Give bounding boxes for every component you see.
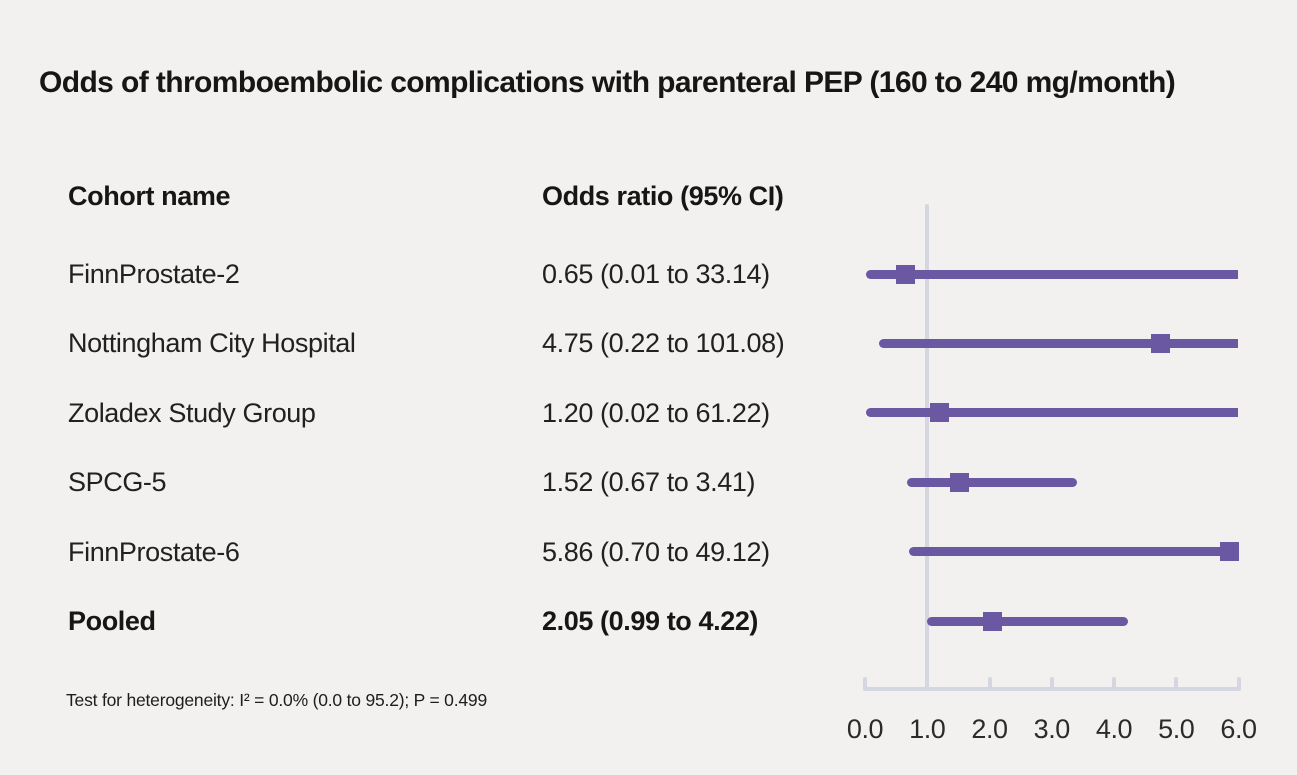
x-axis-tick-label: 2.0 xyxy=(971,714,1008,744)
confidence-interval-line xyxy=(926,616,1128,626)
odds-ratio-marker xyxy=(930,403,950,423)
odds-ratio-value: 1.52 (0.67 to 3.41) xyxy=(542,467,756,498)
odds-ratio-value: 0.65 (0.01 to 33.14) xyxy=(542,259,770,289)
x-axis-tick-label: 3.0 xyxy=(1033,714,1071,744)
odds-ratio-value: 1.20 (0.02 to 61.22) xyxy=(542,397,770,428)
column-header-cohort-name: Cohort name xyxy=(68,181,231,211)
odds-ratio-value: 5.86 (0.70 to 49.12) xyxy=(542,536,770,567)
odds-ratio-value: 2.05 (0.99 to 4.22) xyxy=(542,606,759,636)
column-header-odds-ratio: Odds ratio (95% CI) xyxy=(542,181,784,211)
x-axis-tick xyxy=(1174,677,1179,691)
x-axis-tick xyxy=(1112,677,1116,691)
figure-title: Odds of thromboembolic complications wit… xyxy=(39,66,1176,99)
odds-ratio-marker xyxy=(983,611,1003,631)
confidence-interval-line xyxy=(906,477,1078,487)
x-axis-tick-label: 4.0 xyxy=(1095,714,1133,744)
cohort-name-label: Pooled xyxy=(68,606,156,636)
odds-ratio-marker xyxy=(1151,333,1171,353)
cohort-name-label: FinnProstate-2 xyxy=(68,259,240,289)
odds-ratio-marker xyxy=(1220,542,1240,562)
confidence-interval-line xyxy=(866,408,1239,418)
x-axis-tick xyxy=(863,677,867,691)
odds-ratio-marker xyxy=(895,264,915,284)
confidence-interval-line xyxy=(865,269,1239,279)
cohort-name-label: Zoladex Study Group xyxy=(68,397,316,428)
x-axis-tick xyxy=(987,677,992,691)
cohort-name-label: FinnProstate-6 xyxy=(68,536,240,567)
x-axis-tick-label: 0.0 xyxy=(846,714,884,744)
cohort-name-label: SPCG-5 xyxy=(68,467,167,498)
x-axis-tick-label: 6.0 xyxy=(1220,714,1257,744)
heterogeneity-footnote: Test for heterogeneity: I² = 0.0% (0.0 t… xyxy=(66,690,487,710)
x-axis-tick-label: 1.0 xyxy=(909,714,946,744)
confidence-interval-line xyxy=(908,547,1239,557)
cohort-name-label: Nottingham City Hospital xyxy=(68,328,356,359)
reference-line-or-1 xyxy=(925,204,930,691)
confidence-interval-line xyxy=(878,338,1239,348)
x-axis-tick-label: 5.0 xyxy=(1158,714,1195,744)
odds-ratio-value: 4.75 (0.22 to 101.08) xyxy=(542,328,785,359)
x-axis-tick xyxy=(1236,677,1241,691)
odds-ratio-marker xyxy=(950,472,970,492)
x-axis-tick xyxy=(1049,677,1054,691)
